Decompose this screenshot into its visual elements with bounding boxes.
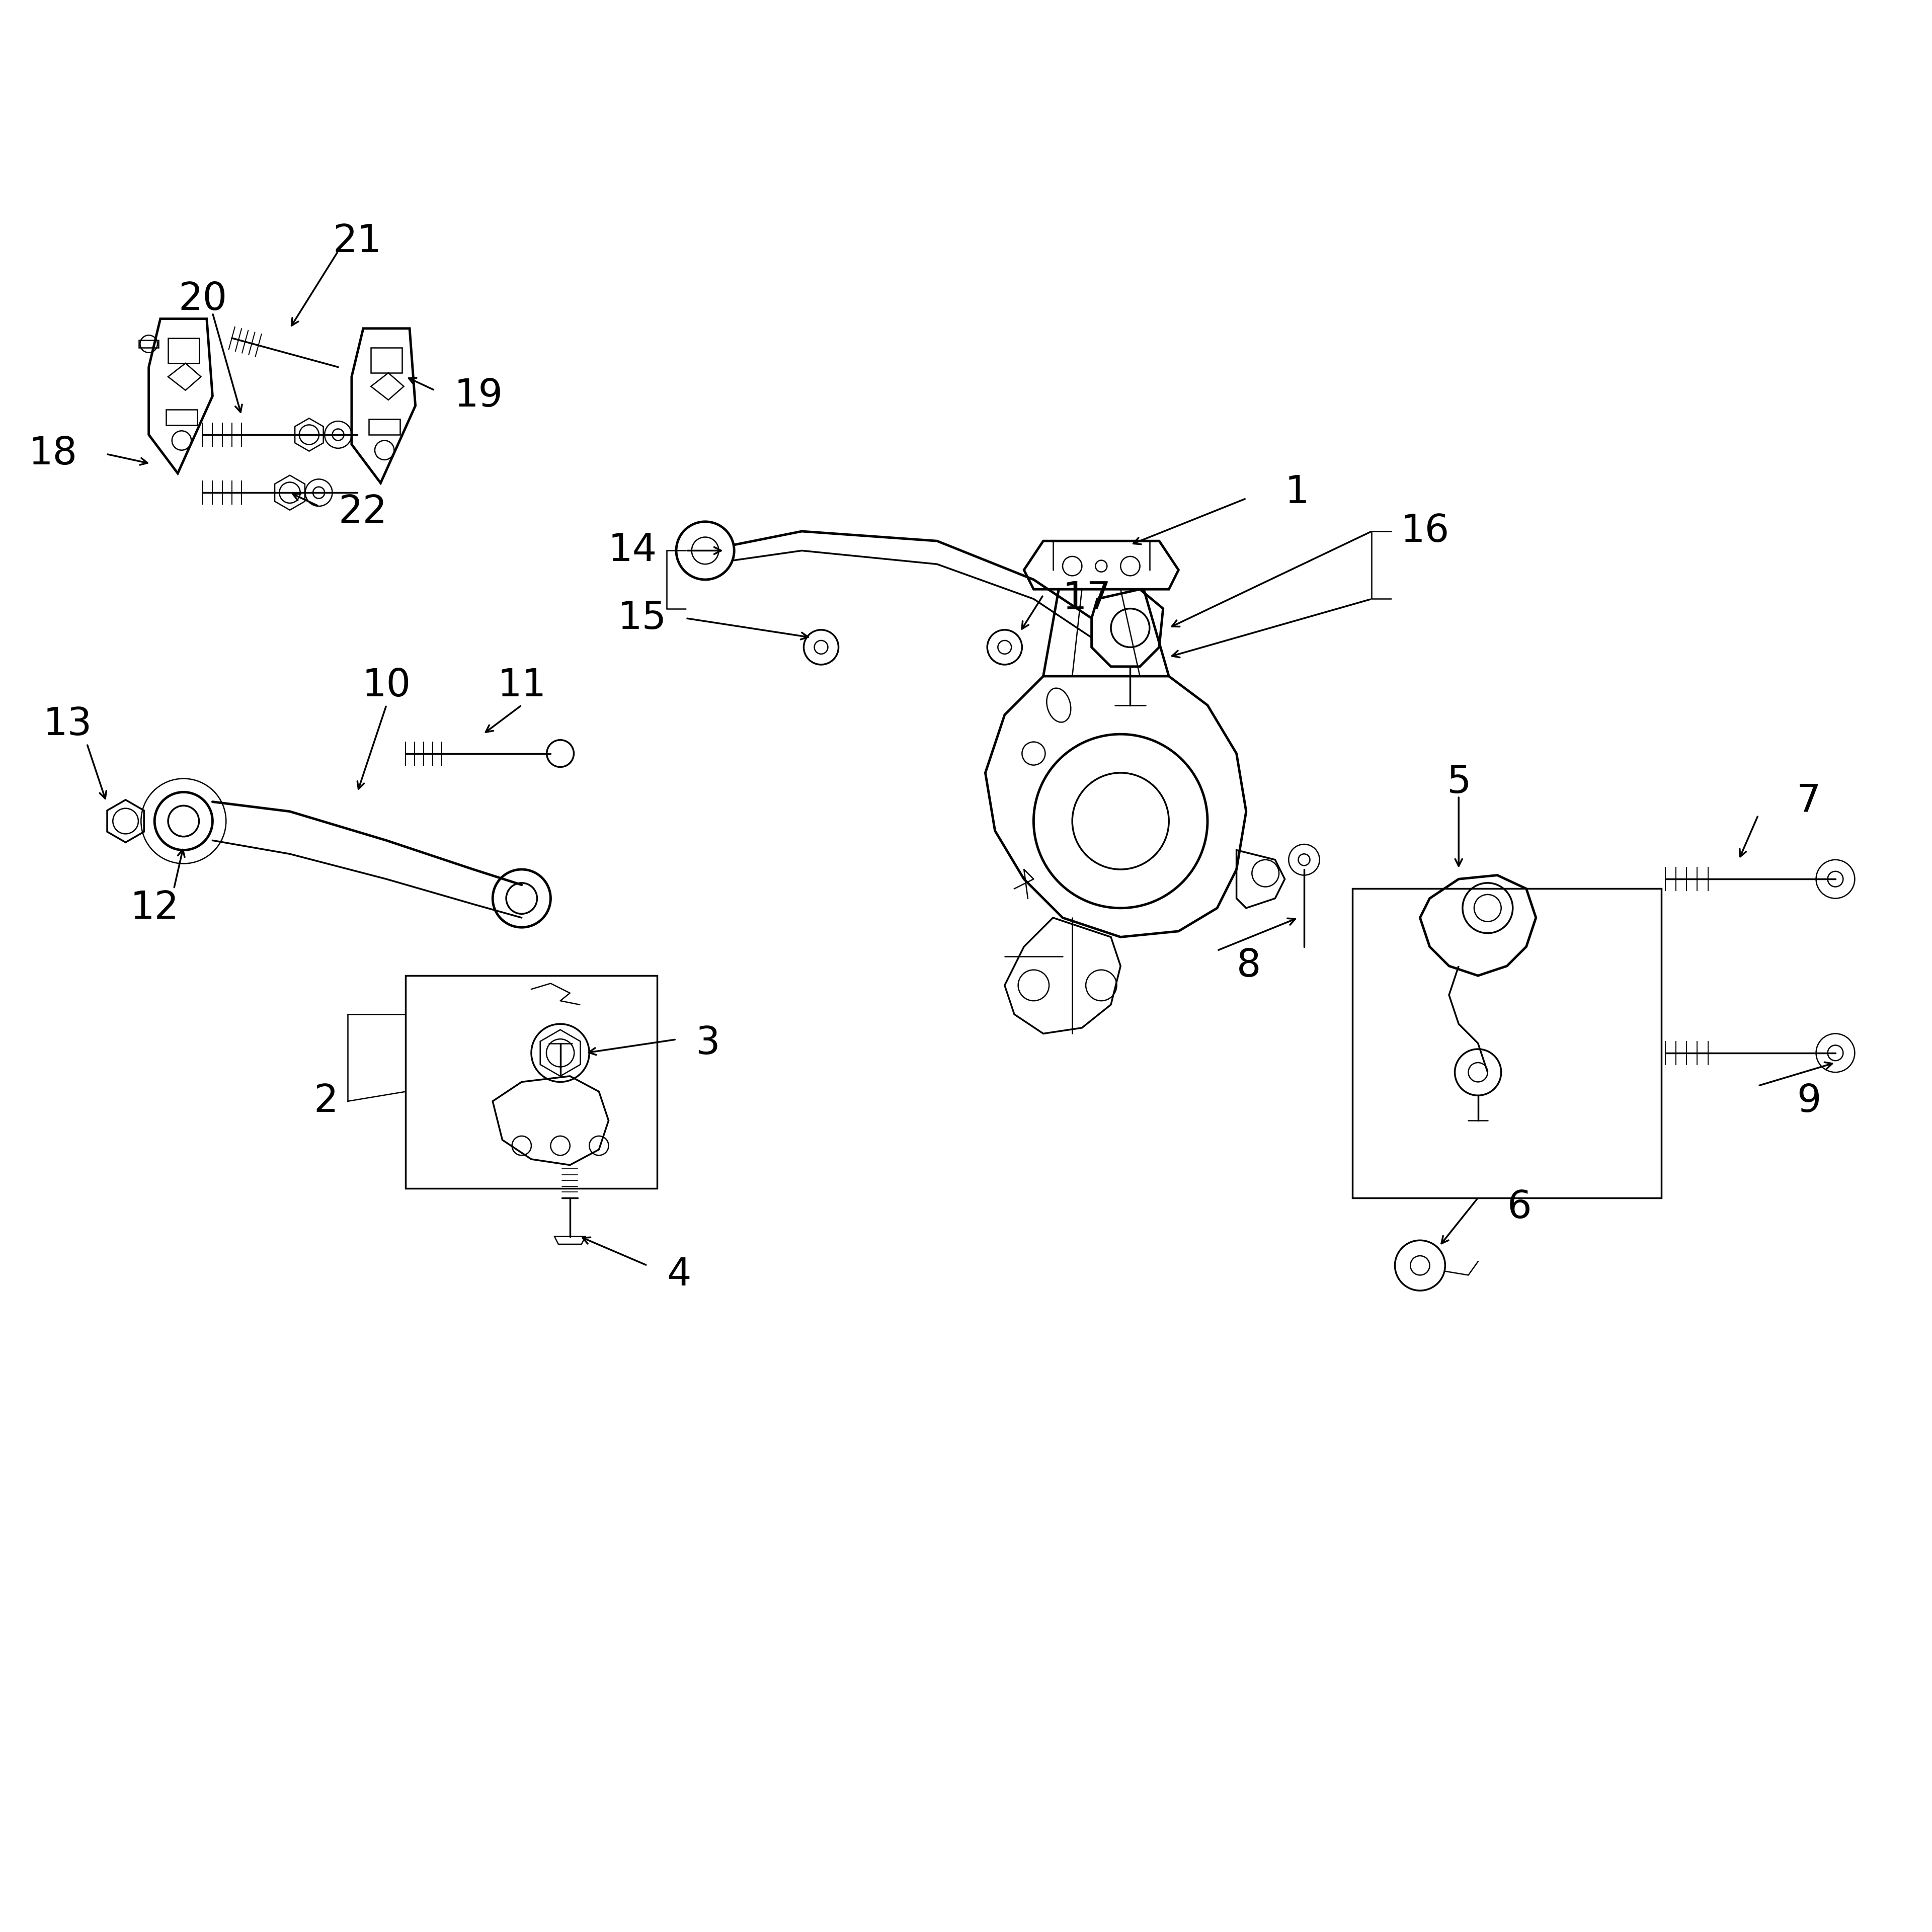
Text: 14: 14 (609, 531, 657, 570)
Text: 2: 2 (313, 1082, 338, 1121)
Text: 20: 20 (178, 280, 228, 319)
Text: 16: 16 (1401, 512, 1449, 551)
Text: 12: 12 (129, 889, 180, 927)
Text: 7: 7 (1797, 782, 1822, 821)
Text: 15: 15 (618, 599, 667, 638)
Text: 8: 8 (1236, 947, 1262, 985)
Text: 5: 5 (1447, 763, 1470, 802)
Text: 18: 18 (29, 435, 77, 473)
Text: 17: 17 (1063, 580, 1111, 618)
Text: 10: 10 (361, 667, 412, 705)
Bar (406, 976, 657, 1188)
Text: 1: 1 (1285, 473, 1310, 512)
Text: 13: 13 (43, 705, 93, 744)
Text: 9: 9 (1797, 1082, 1822, 1121)
Text: 21: 21 (332, 222, 383, 261)
Text: 11: 11 (497, 667, 547, 705)
Bar (1352, 889, 1662, 1198)
Text: 4: 4 (667, 1256, 692, 1294)
Text: 3: 3 (696, 1024, 721, 1063)
Text: 19: 19 (454, 377, 502, 415)
Text: 22: 22 (338, 493, 386, 531)
Text: 6: 6 (1507, 1188, 1532, 1227)
